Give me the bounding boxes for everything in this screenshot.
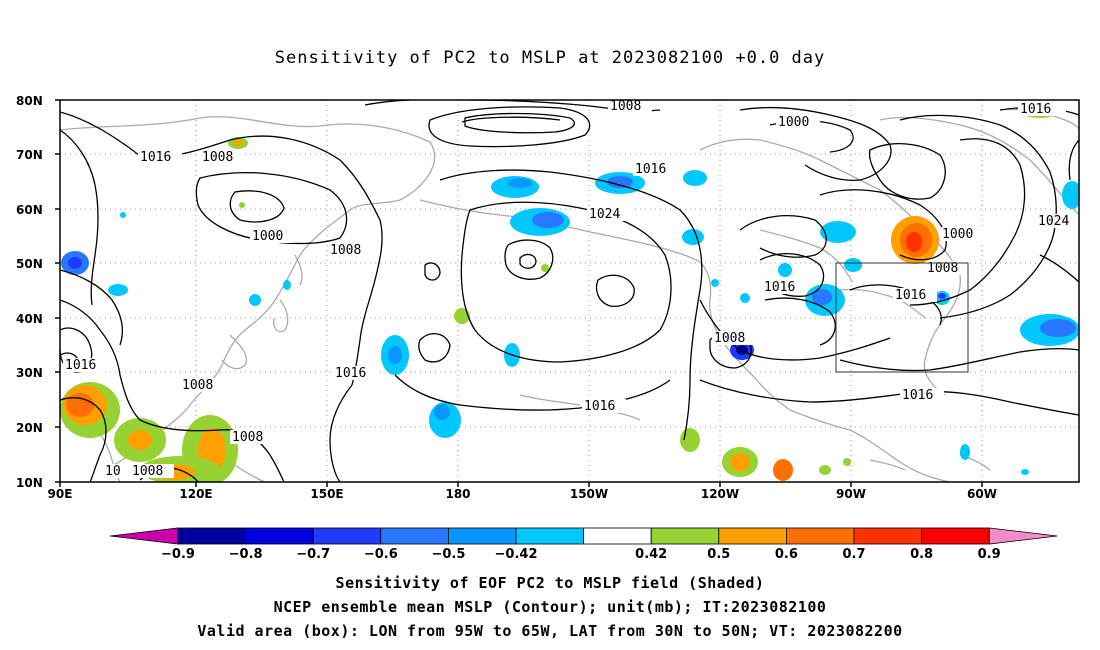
colorbar-swatch: [921, 527, 990, 545]
contour-label: 1008: [610, 99, 641, 114]
lat-tick-label: 10N: [16, 476, 43, 490]
longitude-labels: 90E 120E 150E 180 150W 120W 90W 60W: [48, 487, 997, 501]
valid-area-box: [835, 262, 969, 373]
lon-tick-label: 150E: [310, 487, 343, 501]
contour-label: 1016: [335, 366, 366, 381]
contour-label: 1016: [584, 399, 615, 414]
contour-label: 1008: [330, 243, 361, 258]
colorbar-swatch: [380, 527, 449, 545]
lon-tick-label: 150W: [570, 487, 608, 501]
contour-label: 1008: [232, 430, 263, 445]
colorbar-label: −0.8: [229, 547, 263, 562]
contour-label: 1016: [65, 358, 96, 373]
contour-label: 1016: [895, 288, 926, 303]
contour-label: 1008: [714, 331, 745, 346]
colorbar-label: −0.6: [364, 547, 398, 562]
colorbar-label: −0.9: [161, 547, 195, 562]
lon-tick-label: 90W: [836, 487, 866, 501]
graticule: [60, 100, 1079, 482]
contour-label: 1000: [252, 229, 283, 244]
colorbar-label: 0.9: [978, 547, 1001, 562]
lat-tick-label: 60N: [16, 203, 43, 217]
colorbar-swatch: [515, 527, 584, 545]
lon-tick-label: 120W: [701, 487, 739, 501]
colorbar-label: 0.42: [635, 547, 667, 562]
contour-label: 1016: [635, 162, 666, 177]
colorbar-swatch: [177, 527, 246, 545]
colorbar-label: 0.5: [707, 547, 730, 562]
contour-label: 1008: [132, 464, 163, 479]
contour-label: 10: [105, 464, 121, 479]
contour-label: 1016: [140, 150, 171, 165]
lat-tick-label: 70N: [16, 148, 43, 162]
latitude-labels: 80N 70N 60N 50N 40N 30N 20N 10N: [16, 94, 43, 490]
colorbar-label: 0.7: [842, 547, 865, 562]
colorbar-swatch: [786, 527, 855, 545]
lat-tick-label: 80N: [16, 94, 43, 108]
lat-tick-label: 20N: [16, 421, 43, 435]
colorbar-label: −0.7: [296, 547, 330, 562]
colorbar-swatch: [853, 527, 922, 545]
colorbar-swatch: [650, 527, 720, 545]
colorbar-swatch: [718, 527, 787, 545]
colorbar: −0.9 −0.8 −0.7 −0.6 −0.5 −0.42 0.42 0.5 0.6 0.7 0.…: [109, 527, 1058, 562]
map-frame: [59, 99, 1080, 483]
colorbar-label: 0.8: [910, 547, 933, 562]
colorbar-swatch: [312, 527, 382, 545]
contour-label: 1008: [202, 150, 233, 165]
lat-tick-label: 30N: [16, 366, 43, 380]
lat-tick-label: 40N: [16, 312, 43, 326]
contour-label: 1016: [764, 280, 795, 295]
contour-labels: 1008 1016 1000 1016 1008 1000 1024 1008 …: [63, 99, 1079, 479]
lon-tick-label: 180: [445, 487, 470, 501]
colorbar-min-triangle: [109, 527, 179, 545]
colorbar-swatch: [447, 527, 517, 545]
caption-line-1: Sensitivity of EOF PC2 to MSLP field (Sh…: [335, 574, 765, 592]
colorbar-label: −0.42: [495, 547, 538, 562]
contour-label: 1024: [1038, 214, 1069, 229]
caption-line-2: NCEP ensemble mean MSLP (Contour); unit(…: [273, 598, 827, 616]
contour-label: 1008: [927, 261, 958, 276]
lon-tick-label: 60W: [967, 487, 997, 501]
colorbar-swatch: [245, 527, 314, 545]
colorbar-swatch: [583, 527, 652, 545]
lon-tick-label: 120E: [179, 487, 212, 501]
lon-tick-label: 90E: [48, 487, 73, 501]
contour-label: 1016: [1020, 102, 1051, 117]
contour-label: 1016: [902, 388, 933, 403]
colorbar-max-triangle: [988, 527, 1058, 545]
colorbar-label: −0.5: [431, 547, 465, 562]
caption-line-3: Valid area (box): LON from 95W to 65W, L…: [197, 622, 903, 640]
contour-label: 1000: [942, 227, 973, 242]
map-title: Sensitivity of PC2 to MSLP at 2023082100…: [274, 48, 826, 68]
colorbar-label: 0.6: [775, 547, 798, 562]
contour-label: 1024: [589, 207, 620, 222]
contour-label: 1000: [778, 115, 809, 130]
lat-tick-label: 50N: [16, 257, 43, 271]
contour-label: 1008: [182, 378, 213, 393]
